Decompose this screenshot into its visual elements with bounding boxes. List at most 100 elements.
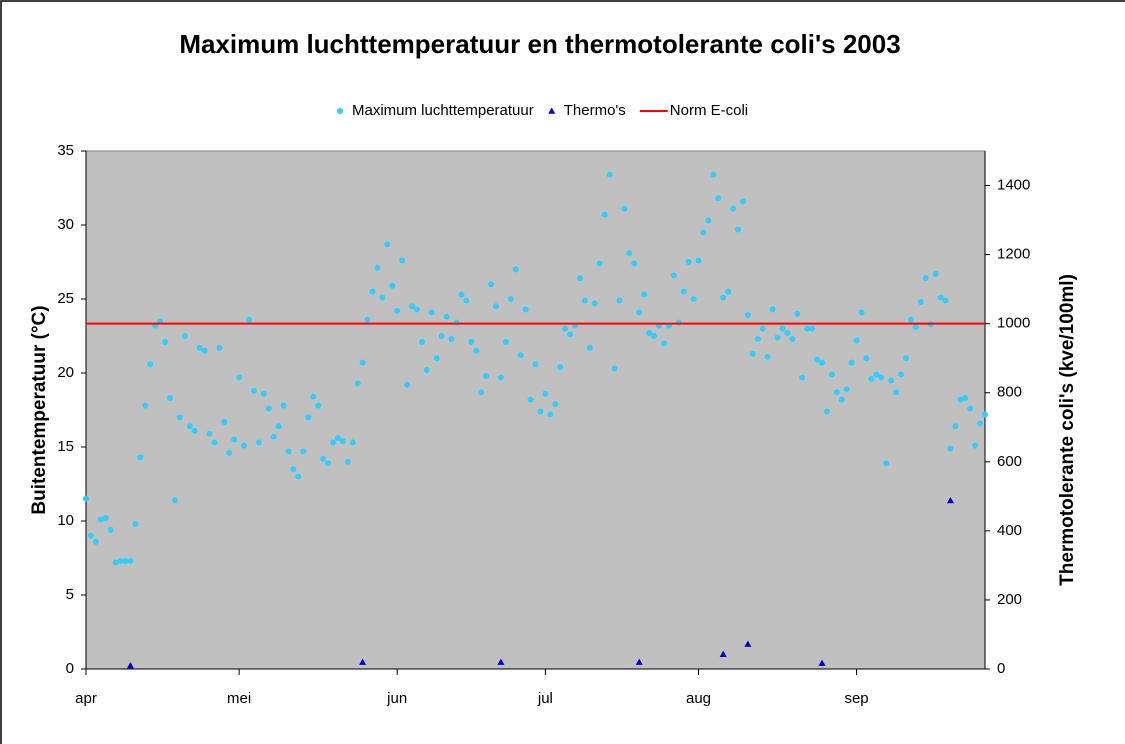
point xyxy=(868,375,875,382)
point xyxy=(492,303,499,310)
point xyxy=(532,361,539,368)
point xyxy=(285,448,292,455)
point xyxy=(295,473,302,480)
y2-tick-label: 1400 xyxy=(997,177,1030,194)
y-tick-label: 0 xyxy=(66,660,74,677)
point xyxy=(715,195,722,202)
point xyxy=(216,344,223,351)
point xyxy=(305,414,312,421)
point xyxy=(804,325,811,332)
point xyxy=(394,307,401,314)
point xyxy=(280,402,287,409)
point xyxy=(236,374,243,381)
point xyxy=(601,211,608,218)
point xyxy=(739,198,746,205)
point xyxy=(300,448,307,455)
y-tick-label: 20 xyxy=(57,364,74,381)
point xyxy=(260,390,267,397)
point xyxy=(651,333,658,339)
point xyxy=(616,297,623,304)
point xyxy=(754,335,761,342)
point xyxy=(621,205,628,212)
point xyxy=(507,296,514,302)
point xyxy=(799,374,806,381)
legend-label: Maximum luchttemperatuur xyxy=(352,102,534,119)
point xyxy=(458,291,465,298)
point xyxy=(270,433,277,440)
point xyxy=(823,408,830,415)
point xyxy=(226,449,233,456)
point xyxy=(972,442,979,449)
point xyxy=(898,371,905,378)
point xyxy=(206,430,213,437)
point xyxy=(246,316,253,323)
point xyxy=(725,288,732,295)
point xyxy=(369,288,376,295)
point xyxy=(502,338,509,345)
triangle-point xyxy=(635,658,643,665)
y2-tick-label: 1000 xyxy=(997,315,1030,332)
triangle-point xyxy=(946,496,954,504)
point xyxy=(581,297,588,304)
point xyxy=(334,435,341,442)
point xyxy=(344,458,351,465)
x-tick-label: apr xyxy=(75,690,97,707)
point xyxy=(433,355,440,362)
point xyxy=(522,306,529,313)
point xyxy=(339,438,346,445)
y2-tick-label: 400 xyxy=(997,522,1022,539)
point xyxy=(196,344,203,351)
point xyxy=(843,386,850,393)
point xyxy=(818,359,825,366)
y2-tick-label: 800 xyxy=(997,384,1022,401)
point xyxy=(315,402,322,409)
point xyxy=(448,335,455,342)
point xyxy=(685,259,692,265)
y2-tick-label: 0 xyxy=(997,660,1005,677)
point xyxy=(586,344,593,351)
point xyxy=(137,454,144,461)
point xyxy=(231,436,238,443)
point xyxy=(977,420,984,427)
point xyxy=(107,526,114,533)
point xyxy=(147,361,154,368)
point xyxy=(423,367,430,374)
point xyxy=(122,557,129,564)
point xyxy=(374,264,381,271)
point xyxy=(255,439,262,446)
triangle-point xyxy=(744,640,752,647)
point xyxy=(542,390,549,397)
point xyxy=(92,538,99,545)
x-tick-label: sep xyxy=(844,690,868,707)
point xyxy=(359,359,366,366)
point xyxy=(636,309,643,316)
point xyxy=(443,313,450,320)
point xyxy=(858,309,865,316)
point xyxy=(907,316,914,323)
point xyxy=(409,303,416,310)
point xyxy=(517,352,524,359)
point xyxy=(759,325,766,332)
legend-label: Thermo's xyxy=(564,102,626,119)
point xyxy=(527,396,534,403)
y-axis-title: Buitentemperatuur (°C) xyxy=(29,305,50,514)
point xyxy=(937,294,944,301)
point xyxy=(641,291,648,298)
point xyxy=(325,460,332,467)
point xyxy=(631,260,638,267)
point xyxy=(567,331,574,338)
y-tick-label: 5 xyxy=(66,586,74,603)
point xyxy=(730,205,737,212)
point xyxy=(379,294,386,301)
point xyxy=(399,257,406,264)
point xyxy=(912,324,919,331)
point xyxy=(883,460,890,467)
point xyxy=(290,466,297,473)
point xyxy=(191,427,198,434)
point xyxy=(611,365,618,372)
point xyxy=(162,338,169,345)
legend-swatch xyxy=(337,108,343,114)
triangle-point xyxy=(719,650,727,657)
point xyxy=(117,557,124,564)
point xyxy=(483,372,490,379)
